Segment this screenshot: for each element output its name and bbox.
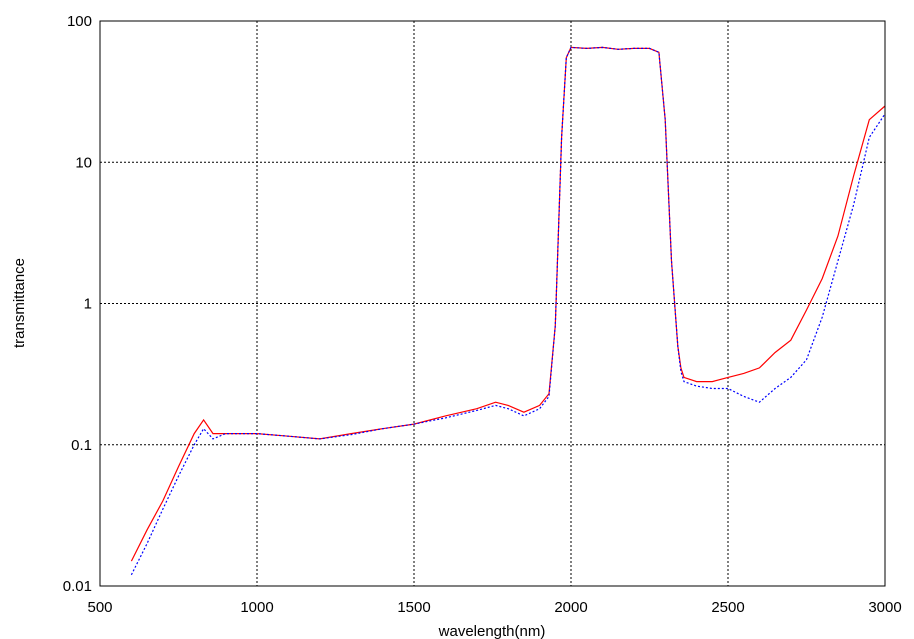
y-tick-label: 100 bbox=[67, 13, 92, 30]
y-tick-labels: 0.01 0.1 1 10 100 bbox=[63, 13, 92, 595]
x-tick-labels: 500 1000 1500 2000 2500 3000 bbox=[87, 599, 901, 616]
x-tick-label: 1500 bbox=[397, 599, 430, 616]
y-tick-label: 1 bbox=[84, 296, 92, 313]
grid-lines bbox=[100, 21, 885, 586]
x-tick-label: 500 bbox=[87, 599, 112, 616]
x-tick-label: 2000 bbox=[554, 599, 587, 616]
x-tick-label: 3000 bbox=[868, 599, 901, 616]
series-layer bbox=[130, 46, 886, 576]
x-tick-label: 2500 bbox=[711, 599, 744, 616]
plot-frame bbox=[99, 20, 886, 587]
y-axis-title: transmittance bbox=[11, 258, 28, 348]
x-axis-title: wavelength(nm) bbox=[438, 623, 546, 639]
y-tick-label: 0.1 bbox=[71, 437, 92, 454]
y-tick-label: 10 bbox=[75, 154, 92, 171]
series-line-1 bbox=[130, 46, 886, 562]
y-tick-label: 0.01 bbox=[63, 578, 92, 595]
x-tick-label: 1000 bbox=[240, 599, 273, 616]
series-line-2 bbox=[130, 46, 886, 576]
